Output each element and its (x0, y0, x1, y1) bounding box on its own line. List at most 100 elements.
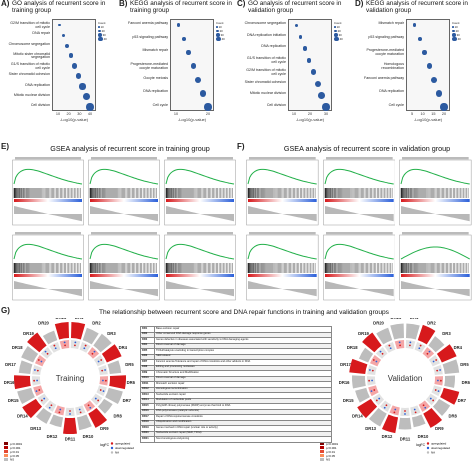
gsea-header-bar (249, 232, 316, 235)
gsea-es-curve (400, 168, 471, 185)
logfc-label: upregulated (431, 442, 447, 446)
count-legend-item: 20 (216, 29, 234, 33)
gene-dot (422, 404, 425, 407)
dr-ring-segment (63, 417, 77, 434)
gsea-plot (246, 232, 319, 301)
gene-dot (393, 411, 396, 414)
gene-dot (58, 411, 61, 414)
dr-function: Homologous recombination (154, 386, 332, 393)
term-label: Cell cycle (388, 103, 404, 107)
gene-dot (40, 399, 43, 402)
x-tick: 15 (431, 112, 436, 116)
gene-dot (99, 389, 102, 391)
gsea-ranked-metric (248, 206, 317, 222)
gene-dot (93, 350, 96, 353)
dr-inner-segment (422, 347, 435, 359)
dr-ring-label: DR9 (100, 426, 109, 431)
dr-function: NER-related (154, 353, 332, 360)
term-label: Fanconi anemia pathway (128, 21, 168, 25)
gsea-header-bar (91, 157, 157, 160)
pval-label: p<0.01 (326, 450, 335, 454)
term-label: Sister chromatid cohesion (244, 79, 286, 84)
count-legend-dot (98, 33, 102, 37)
dr-table-row: DR13 Nucleotide excision repair (140, 392, 332, 399)
gsea-rank-gradient (401, 199, 470, 202)
dr-circos-figure: DR1 DR2 DR3 DR4 DR5 DR6 DR7 DR8 DR9 DR10 DR11 DR12 D… (4, 318, 471, 462)
gene-dot (414, 411, 417, 414)
dr-ring-label: DR5 (460, 362, 469, 367)
enrichment-dot (82, 93, 90, 101)
dr-ring-segment (358, 347, 374, 363)
gene-dot (87, 404, 90, 407)
panel-label-a: A) (1, 0, 10, 8)
dr-function: Fanconi anemia Tolerance and repair of D… (154, 359, 332, 366)
enrichment-dot (440, 103, 448, 111)
dr-ring-segment (88, 407, 108, 428)
gsea-es-curve (89, 243, 159, 260)
term-label: Oocyte meiosis (143, 75, 168, 80)
count-legend-item: 30 (216, 33, 234, 37)
logfc-label: downregulated (115, 446, 134, 450)
dr-ring-label: DR12 (382, 434, 393, 439)
term-label: Mitotic nuclear division (13, 92, 50, 97)
dr-function: Nucleotide excision repair (154, 392, 332, 399)
gsea-es-curve (165, 168, 235, 185)
count-legend-item: 30 (334, 33, 352, 37)
x-tick: 10 (173, 112, 179, 116)
gene-dot (79, 411, 82, 414)
training-label: Training (56, 374, 85, 383)
dr-ring-segment (97, 398, 113, 414)
enrichment-dot (435, 90, 443, 97)
gene-dot (97, 360, 100, 363)
x-tick: 30 (77, 112, 82, 116)
term-label: DNA replication (379, 89, 404, 94)
dr-ring-segment (14, 375, 31, 390)
enrichment-dot (314, 80, 321, 87)
gene-dot (33, 379, 36, 382)
ns-swatch (320, 458, 324, 461)
dr-inner-segment (375, 347, 388, 359)
gene-dot (398, 341, 401, 344)
enrichment-dot (72, 63, 78, 69)
dr-inner-segment (418, 400, 431, 412)
dr-inner-segment (425, 393, 438, 406)
dr-ring-label: DR18 (347, 345, 358, 350)
dr-table-row: DR8 Editing and processing nucleases (140, 364, 332, 371)
dr-ring-label: DR14 (352, 414, 363, 419)
gene-dot (69, 410, 71, 412)
dr-table-row: DR15 Poly(ADP-ribose) polymerase (PARP) e… (140, 403, 332, 410)
panel-label-d: D) (355, 0, 364, 8)
dr-table-row: DR19 Genes involved in DNA repair (unclea… (140, 425, 332, 432)
count-legend: Count 10 20 30 40 (452, 21, 470, 42)
dr-ring-segment (357, 398, 378, 419)
dr-table-row: DR17 Repair of DNA-topoisomerase crosslin… (140, 414, 332, 421)
dr-inner-segment (75, 405, 86, 416)
gsea-plot (399, 157, 472, 226)
dr-table-row: DR11 Mismatch excision repair (140, 381, 332, 388)
enrichment-dot (75, 73, 82, 80)
dr-function: Direct reversal of damage (154, 342, 332, 349)
gsea-es-curve (165, 243, 235, 260)
x-tick: 20 (307, 112, 313, 116)
x-axis-label: -Log10(p-value) (177, 117, 207, 122)
gsea-header-bar (402, 232, 469, 235)
dr-ring-segment (444, 375, 455, 388)
gene-dot (78, 408, 81, 411)
count-legend-dot (334, 26, 336, 28)
dr-ring-segment (49, 414, 64, 428)
count-legend-item: 10 (452, 25, 470, 29)
enrichment-dot (86, 103, 94, 111)
dr-ring-label: DR17 (5, 362, 16, 367)
count-legend-value: 40 (103, 37, 107, 41)
dr-ring-label: DR20 (38, 321, 49, 326)
enrichment-dot (181, 36, 186, 41)
dr-inner-segment (90, 393, 103, 406)
gene-dot (373, 389, 376, 391)
term-label: Mitotic nuclear division (249, 91, 286, 96)
logfc-swatch (110, 451, 114, 454)
count-legend-item: 40 (452, 36, 470, 42)
x-tick: 5 (410, 112, 414, 116)
count-legend-title: Count (452, 21, 460, 25)
dr-inner-segment (368, 385, 379, 397)
gsea-ranked-metric (90, 206, 158, 222)
